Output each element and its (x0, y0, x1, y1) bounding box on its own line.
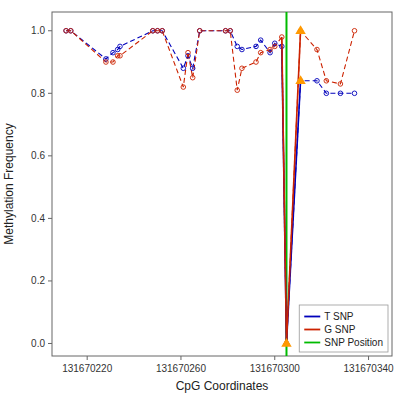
series-point (223, 28, 228, 33)
snp-segment-layer (282, 31, 301, 344)
y-tick (48, 93, 52, 94)
series-point (115, 47, 120, 52)
snp-segment (282, 37, 287, 343)
y-tick-label: 0.0 (31, 338, 45, 349)
series-point (240, 47, 245, 52)
x-tick (274, 356, 275, 360)
series-line (66, 31, 354, 344)
series-point (315, 79, 320, 84)
series-point (254, 44, 259, 49)
legend-swatch (304, 342, 320, 344)
snp-triangle (295, 75, 305, 84)
series-point (190, 66, 195, 71)
series-line (66, 31, 354, 344)
series-point (181, 66, 186, 71)
series-point (64, 28, 69, 33)
series-point (338, 82, 343, 87)
series-point (160, 28, 165, 33)
y-tick (48, 343, 52, 344)
y-tick (48, 30, 52, 31)
series-point (160, 28, 165, 33)
series-point (223, 28, 228, 33)
chart: 131670220 131670260 131670300 131670340 0.0 0… (0, 0, 400, 400)
plot-area (64, 12, 357, 356)
plot-frame (52, 12, 392, 356)
x-tick-label: 131670220 (62, 363, 112, 374)
y-tick-label: 0.4 (31, 213, 45, 224)
marker-layer (64, 28, 357, 345)
series-point (268, 47, 273, 52)
y-tick-label: 0.8 (31, 88, 45, 99)
series-point (118, 53, 123, 58)
line-layer (66, 31, 354, 344)
series-point (111, 50, 116, 55)
x-tick-label: 131670340 (344, 363, 394, 374)
series-point (235, 88, 240, 93)
series-point (190, 75, 195, 80)
x-tick-label: 131670300 (250, 363, 300, 374)
triangle-layer (281, 25, 306, 347)
series-point (181, 85, 186, 90)
series-point (258, 38, 263, 43)
series-point (228, 28, 233, 33)
series-point (197, 28, 202, 33)
series-point (272, 44, 277, 49)
series-point (324, 79, 329, 84)
series-point (240, 66, 245, 71)
snp-segment (286, 31, 300, 344)
legend-swatch (304, 316, 320, 318)
series-point (338, 91, 343, 96)
series-point (68, 28, 73, 33)
x-tick (87, 356, 88, 360)
series-point (118, 44, 123, 49)
series-point (352, 91, 357, 96)
y-tick-label: 0.2 (31, 275, 45, 286)
series-point (235, 44, 240, 49)
y-tick (48, 218, 52, 219)
series-point (64, 28, 69, 33)
x-tick-label: 131670260 (156, 363, 206, 374)
y-axis-label: Methylation Frequency (2, 123, 16, 244)
x-axis-label: CpG Coordinates (176, 379, 269, 393)
snp-triangle (281, 338, 291, 347)
series-point (111, 60, 116, 65)
series-point (104, 60, 109, 65)
snp-triangle (295, 25, 305, 34)
series-point (151, 28, 156, 33)
legend: T SNP G SNP SNP Position (299, 305, 388, 352)
series-point (68, 28, 73, 33)
series-point (324, 91, 329, 96)
legend-label: T SNP (324, 311, 354, 322)
y-tick (48, 155, 52, 156)
y-tick-label: 1.0 (31, 25, 45, 36)
series-point (228, 28, 233, 33)
series-point (258, 50, 263, 55)
series-point (254, 60, 259, 65)
series-point (197, 28, 202, 33)
y-tick-label: 0.6 (31, 150, 45, 161)
x-tick (368, 356, 369, 360)
legend-label: SNP Position (324, 337, 383, 348)
legend-box (299, 305, 388, 352)
legend-label: G SNP (324, 324, 355, 335)
series-point (352, 28, 357, 33)
series-point (186, 50, 191, 55)
series-point (151, 28, 156, 33)
series-point (155, 28, 160, 33)
series-point (155, 28, 160, 33)
y-tick (48, 280, 52, 281)
legend-swatch (304, 329, 320, 331)
x-tick (180, 356, 181, 360)
series-point (315, 47, 320, 52)
